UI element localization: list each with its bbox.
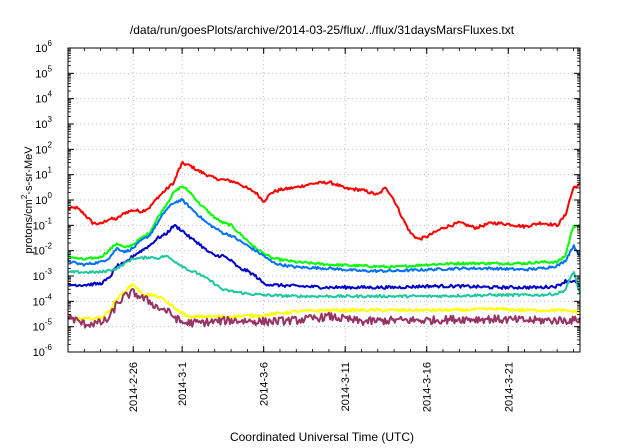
y-tick-label: 10-6: [33, 343, 53, 359]
y-tick-label: 100: [35, 191, 52, 207]
chart-title: /data/run/goesPlots/archive/2014-03-25/f…: [130, 23, 515, 37]
series-line-6: [67, 283, 581, 322]
y-tick-label: 10-1: [33, 216, 53, 232]
y-tick-label: 10-2: [33, 242, 53, 258]
series-line-7: [67, 287, 581, 329]
series-line-4: [67, 223, 581, 290]
y-tick-label: 102: [35, 140, 52, 156]
y-axis-ticks: 10-6 10-5 10-4 10-3 10-2 10-1 100 101 102 103 104 1…: [33, 39, 580, 359]
y-tick-label: 10-4: [33, 292, 53, 308]
series-line-1: [67, 160, 581, 241]
y-tick-label: 10-5: [33, 318, 53, 334]
x-axis-label: Coordinated Universal Time (UTC): [230, 430, 414, 444]
y-tick-label: 103: [35, 115, 52, 131]
x-axis-ticks: 2014-2-26 2014-3-1 2014-3-6 2014-3-11 2014-3…: [67, 48, 574, 412]
series-line-5: [67, 254, 581, 299]
y-axis-label: protons/cm2-s-sr-MeV: [20, 146, 35, 254]
y-tick-label: 101: [35, 166, 52, 182]
data-series-group: [67, 160, 581, 329]
y-tick-label: 10-3: [33, 267, 53, 283]
grid-lines: [68, 48, 580, 352]
y-tick-label: 105: [35, 64, 52, 80]
y-tick-label: 106: [35, 39, 52, 55]
x-tick-label: 2014-3-16: [422, 362, 434, 412]
x-tick-label: 2014-3-11: [340, 362, 352, 411]
x-tick-label: 2014-3-6: [259, 362, 271, 406]
y-tick-label: 104: [35, 90, 52, 106]
x-tick-label: 2014-2-26: [128, 362, 140, 412]
series-line-2: [67, 185, 581, 270]
x-tick-label: 2014-3-21: [503, 362, 515, 412]
series-line-3: [67, 198, 581, 274]
x-tick-label: 2014-3-1: [177, 362, 189, 406]
